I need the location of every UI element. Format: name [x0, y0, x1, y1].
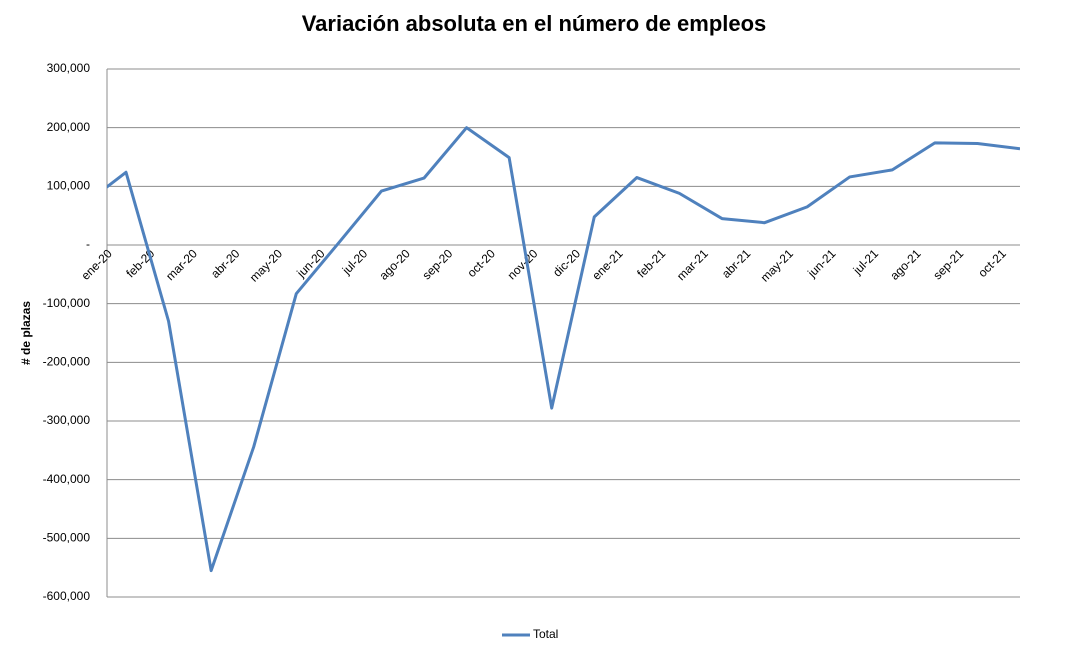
- plot-area: [107, 126, 1020, 573]
- legend-label: Total: [533, 627, 558, 641]
- x-tick-label: oct-21: [975, 246, 1009, 280]
- x-tick-label: ago-21: [887, 246, 924, 283]
- x-tick-label: may-20: [247, 246, 285, 284]
- x-tick-label: ene-20: [78, 246, 115, 283]
- x-tick-label: abr-21: [719, 246, 754, 281]
- x-tick-label: nov-20: [505, 246, 541, 282]
- y-tick-label: -200,000: [43, 355, 91, 369]
- x-tick-label: jun-21: [804, 246, 838, 280]
- y-axis-label: # de plazas: [19, 301, 33, 365]
- x-tick-label: dic-20: [550, 246, 583, 279]
- x-tick-label: may-21: [758, 246, 796, 284]
- y-tick-label: 100,000: [47, 179, 91, 193]
- x-tick-label: mar-20: [163, 246, 200, 283]
- x-tick-label: jul-20: [339, 246, 371, 278]
- line-series: [107, 126, 1020, 573]
- y-tick-label: -500,000: [43, 531, 91, 545]
- x-tick-label: sep-20: [420, 246, 456, 282]
- x-tick-label: abr-20: [208, 246, 243, 281]
- y-tick-label: -300,000: [43, 413, 91, 427]
- x-tick-label: mar-21: [674, 246, 711, 283]
- x-tick-label: oct-20: [464, 246, 498, 280]
- y-tick-label: -: [86, 237, 90, 251]
- x-tick-label: ago-20: [376, 246, 413, 283]
- x-tick-label: sep-21: [930, 246, 966, 282]
- x-tick-label: jul-21: [850, 246, 882, 278]
- chart-title: Variación absoluta en el número de emple…: [302, 11, 767, 36]
- x-tick-label: ene-21: [589, 246, 626, 283]
- y-tick-label: -100,000: [43, 296, 91, 310]
- y-tick-label: -600,000: [43, 589, 91, 603]
- y-tick-label: 200,000: [47, 120, 91, 134]
- y-tick-label: -400,000: [43, 472, 91, 486]
- x-tick-label: feb-21: [634, 246, 668, 280]
- y-tick-label: 300,000: [47, 61, 91, 75]
